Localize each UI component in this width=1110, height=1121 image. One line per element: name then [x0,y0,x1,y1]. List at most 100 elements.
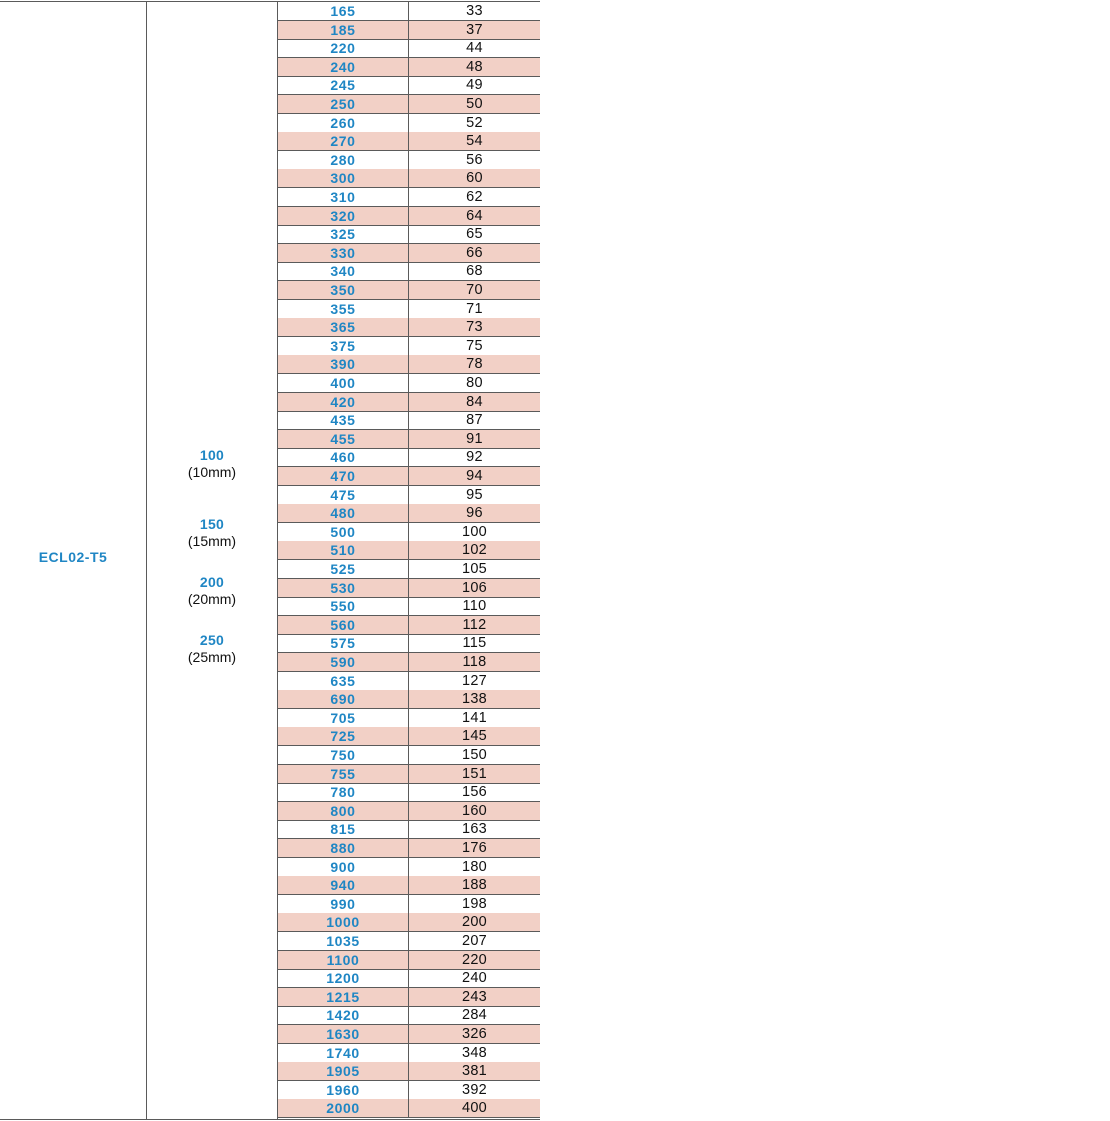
table-row: 1200 240 [278,969,540,989]
cell-divider [408,746,409,764]
table-row: 375 75 [278,336,540,356]
cell-divider [408,448,409,467]
cell-divider [408,57,409,76]
belt-length-cell: 475 [330,486,356,503]
cell-divider [408,727,409,746]
cell-divider [408,857,409,876]
teeth-count-cell: 100 [461,523,488,540]
table-row: 635 127 [278,671,540,691]
teeth-count-cell: 150 [461,747,488,763]
cell-divider [408,894,409,913]
teeth-count-cell: 106 [461,579,488,596]
table-row: 460 92 [278,448,540,468]
table-row: 400 80 [278,374,540,393]
belt-length-cell: 560 [330,616,356,633]
teeth-count-cell: 62 [466,189,483,205]
table-row: 900 180 [278,857,540,877]
teeth-count-cell: 200 [461,914,488,931]
belt-length-cell: 530 [330,579,356,596]
table-row: 1215 243 [278,987,540,1007]
table-row: 500 100 [278,522,540,542]
belt-length-cell: 1035 [326,933,360,949]
cell-divider [408,950,409,969]
teeth-count-cell: 400 [461,1100,488,1117]
table-row: 750 150 [278,746,540,765]
table-bottom-rule [0,1119,540,1120]
belt-length-cell: 375 [330,337,356,354]
teeth-count-cell: 71 [466,300,483,317]
belt-length-cell: 185 [330,21,356,38]
teeth-count-cell: 163 [461,821,488,838]
cell-divider [408,485,409,504]
belt-length-cell: 435 [330,412,356,429]
cell-divider [408,281,409,299]
belt-length-cell: 780 [330,784,356,801]
belt-length-cell: 525 [330,561,356,577]
width-mm: (15mm) [187,533,237,549]
belt-length-cell: 165 [330,3,356,19]
teeth-count-cell: 91 [466,430,483,447]
column-divider-model [146,1,147,1120]
belt-length-cell: 390 [330,356,356,373]
table-row: 480 96 [278,504,540,524]
cell-divider [408,839,409,857]
cell-divider [408,671,409,690]
belt-length-cell: 900 [330,858,356,875]
teeth-count-cell: 75 [466,337,483,354]
cell-divider [408,76,409,95]
table-row: 575 115 [278,634,540,654]
table-row: 525 105 [278,560,540,579]
belt-length-cell: 1630 [326,1026,360,1042]
teeth-count-cell: 243 [461,988,488,1005]
table-row: 250 50 [278,95,540,114]
table-row: 240 48 [278,57,540,77]
belt-length-cell: 500 [330,523,356,540]
cell-divider [408,653,409,671]
cell-divider [408,20,409,39]
belt-length-cell: 270 [330,133,356,150]
cell-divider [408,690,409,709]
belt-length-cell: 340 [330,263,356,280]
belt-length-cell: 280 [330,151,356,168]
teeth-count-cell: 96 [466,505,483,522]
belt-length-cell: 245 [330,77,356,94]
table-row: 780 156 [278,783,540,803]
teeth-count-cell: 66 [466,244,483,261]
belt-length-cell: 550 [330,598,356,615]
belt-length-cell: 1905 [326,1063,360,1080]
cell-divider [408,932,409,950]
table-row: 990 198 [278,894,540,914]
belt-length-cell: 220 [330,40,356,57]
belt-length-cell: 240 [330,58,356,75]
width-value: 200 [199,574,225,590]
table-row: 270 54 [278,132,540,152]
table-row: 725 145 [278,727,540,747]
table-row: 325 65 [278,225,540,245]
belt-length-cell: 310 [330,189,356,205]
teeth-count-cell: 180 [461,858,488,875]
width-option: 150 (15mm) [147,516,277,550]
table-row: 815 163 [278,820,540,840]
belt-length-cell: 755 [330,765,356,782]
belt-length-cell: 940 [330,877,356,894]
table-row: 1100 220 [278,950,540,970]
teeth-count-cell: 326 [461,1026,488,1042]
teeth-count-cell: 160 [461,802,488,819]
table-row: 880 176 [278,839,540,858]
cell-divider [408,318,409,337]
table-row: 1960 392 [278,1080,540,1100]
belt-length-cell: 800 [330,802,356,819]
teeth-count-cell: 94 [466,468,483,484]
belt-length-cell: 880 [330,840,356,856]
table-row: 320 64 [278,206,540,226]
teeth-count-cell: 141 [461,709,488,726]
belt-length-cell: 690 [330,691,356,708]
table-row: 690 138 [278,690,540,710]
cell-divider [408,132,409,151]
belt-length-cell: 990 [330,895,356,912]
belt-length-cell: 1740 [326,1044,360,1061]
cell-divider [408,522,409,541]
teeth-count-cell: 188 [461,877,488,894]
belt-length-cell: 330 [330,244,356,261]
column-divider-width [277,1,278,1120]
